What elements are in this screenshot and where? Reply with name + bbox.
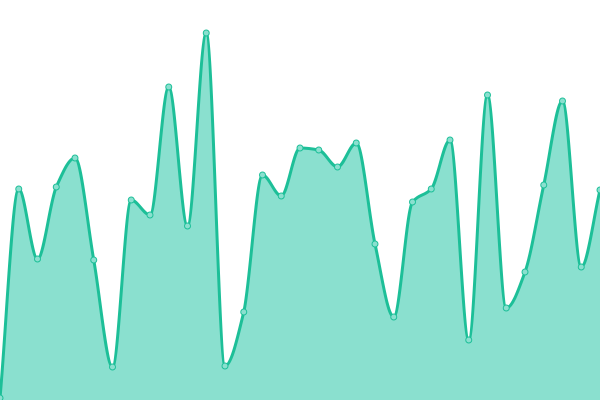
data-point-6 xyxy=(109,363,116,371)
data-point-29 xyxy=(540,181,548,189)
data-point-10 xyxy=(184,222,191,230)
data-point-28 xyxy=(521,268,529,276)
data-point-9 xyxy=(165,83,173,91)
data-point-21 xyxy=(390,313,398,321)
data-markers xyxy=(0,29,600,400)
data-point-3 xyxy=(52,183,60,191)
area-fill xyxy=(0,33,600,400)
data-point-4 xyxy=(71,154,79,162)
data-point-19 xyxy=(352,139,360,147)
data-point-1 xyxy=(15,185,23,193)
data-point-2 xyxy=(34,255,41,263)
data-point-24 xyxy=(446,136,454,144)
data-point-14 xyxy=(259,171,266,179)
data-point-5 xyxy=(90,256,98,264)
data-point-17 xyxy=(315,146,323,154)
data-point-12 xyxy=(221,362,229,370)
data-point-22 xyxy=(409,198,416,206)
series-line xyxy=(0,31,600,399)
data-point-11 xyxy=(202,29,210,37)
data-point-7 xyxy=(127,196,135,204)
data-point-8 xyxy=(146,211,154,219)
data-point-32 xyxy=(596,186,600,194)
data-point-31 xyxy=(577,263,585,271)
data-point-25 xyxy=(465,336,473,344)
data-point-0 xyxy=(0,394,4,400)
data-point-15 xyxy=(277,192,285,200)
data-point-13 xyxy=(240,308,248,316)
data-point-27 xyxy=(502,304,510,312)
data-point-30 xyxy=(559,97,566,105)
data-point-20 xyxy=(371,240,379,248)
data-point-16 xyxy=(296,144,304,152)
data-point-26 xyxy=(484,91,491,99)
data-point-18 xyxy=(334,163,341,171)
data-point-23 xyxy=(427,185,435,193)
